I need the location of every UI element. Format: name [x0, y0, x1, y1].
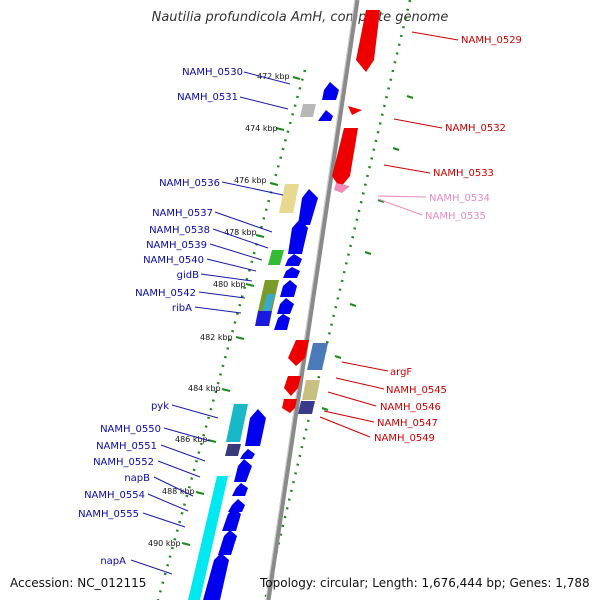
gene-label-left: NAMH_0536 — [159, 178, 220, 189]
kbp-label: 484 kbp — [188, 384, 221, 393]
right-leader-lines — [319, 31, 459, 438]
gene-label-right: NAMH_0532 — [445, 123, 506, 134]
green-feature-block — [268, 250, 284, 265]
gene-label-left: NAMH_0531 — [177, 92, 238, 103]
gene-label-left: NAMH_0554 — [84, 490, 145, 501]
gene-label-right: NAMH_0533 — [433, 168, 494, 179]
gene-arrow-napA — [203, 553, 229, 600]
gene-label-right: NAMH_0546 — [380, 402, 441, 413]
steelblue-feature-block — [307, 343, 328, 370]
gene-label-left: gidB — [177, 270, 199, 281]
gene-label-right: NAMH_0545 — [386, 385, 447, 396]
outer-right-tick-row — [263, 0, 412, 600]
kbp-label: 482 kbp — [200, 333, 233, 342]
gene-label-right: NAMH_0547 — [377, 418, 438, 429]
kbp-label: 474 kbp — [245, 124, 278, 133]
genome-summary-text: Topology: circular; Length: 1,676,444 bp… — [260, 576, 590, 590]
gene-label-left: NAMH_0550 — [100, 424, 161, 435]
gene-label-left: NAMH_0537 — [152, 208, 213, 219]
kbp-label: 476 kbp — [234, 176, 267, 185]
gene-label-right: NAMH_0534 — [429, 193, 490, 204]
gene-arrow-NAMH_0536 — [298, 189, 318, 225]
accession-text: Accession: NC_012115 — [10, 576, 147, 590]
kbp-label: 480 kbp — [213, 280, 246, 289]
gene-arrow-NAMH_0550 — [240, 449, 255, 459]
gene-arrow-NAMH_0534 — [334, 183, 350, 193]
kbp-label: 490 kbp — [148, 539, 181, 548]
gene-arrow-NAMH_0538 — [285, 254, 302, 266]
gene-label-left: NAMH_0530 — [182, 67, 243, 78]
indigo-feature-block — [225, 444, 241, 456]
gene-label-right: NAMH_0549 — [374, 433, 435, 444]
gene-label-left: NAMH_0551 — [96, 441, 157, 452]
purple-feature-block — [298, 401, 315, 414]
outer-left-tick-row — [156, 69, 307, 600]
gene-arrow-NAMH_0555 — [218, 530, 237, 555]
gene-arrow-napB — [228, 499, 245, 512]
kbp-label: 488 kbp — [162, 487, 195, 496]
blue-feature-block — [255, 311, 272, 326]
gene-label-left: NAMH_0540 — [143, 255, 204, 266]
gene-label-left: napA — [100, 556, 126, 567]
gene-arrow-NAMH_0554 — [222, 508, 241, 531]
gene-arrow-NAMH_0531 — [318, 110, 333, 121]
gene-label-right: argF — [390, 367, 412, 378]
gray-feature-block — [300, 104, 316, 117]
gene-arrow-NAMH_0547 — [282, 399, 297, 413]
gene-label-left: ribA — [172, 303, 192, 314]
gene-arrow-NAMH_0537 — [288, 219, 308, 254]
gene-label-left: napB — [124, 473, 150, 484]
tan-feature-block — [279, 184, 299, 213]
cyan-feature-block — [226, 404, 248, 442]
gene-label-left: NAMH_0538 — [149, 225, 210, 236]
gene-arrow-pyk — [245, 409, 266, 446]
gene-arrow-NAMH_0539 — [283, 267, 300, 278]
gene-arrow-NAMH_0546 — [284, 376, 301, 396]
gene-label-right: NAMH_0529 — [461, 35, 522, 46]
khaki-feature-block — [302, 380, 320, 400]
gene-arrow-argF — [288, 340, 309, 366]
gene-arrow-NAMH_0530 — [322, 82, 339, 100]
gene-label-left: NAMH_0539 — [146, 240, 207, 251]
kbp-label: 472 kbp — [257, 72, 290, 81]
gene-label-left: NAMH_0542 — [135, 288, 196, 299]
cyan-long-feature — [188, 476, 228, 600]
kbp-label: 486 kbp — [175, 435, 208, 444]
gene-arrow-gidB — [277, 298, 294, 314]
gene-label-left: pyk — [151, 401, 169, 412]
kbp-label: 478 kbp — [224, 228, 257, 237]
gene-arrow-NAMH_0532 — [348, 106, 362, 115]
gene-label-left: NAMH_0555 — [78, 509, 139, 520]
kbp-tick-marks — [181, 76, 414, 546]
gene-label-right: NAMH_0535 — [425, 211, 486, 222]
genome-backbone-highlight — [265, 0, 356, 600]
pseudo-leader-lines — [377, 195, 427, 216]
genome-backbone — [265, 0, 360, 600]
gene-label-left: NAMH_0552 — [93, 457, 154, 468]
gene-arrow-NAMH_0540 — [280, 280, 297, 297]
gene-arrow-NAMH_0551 — [234, 459, 252, 482]
gene-arrow-NAMH_0542 — [274, 314, 290, 330]
gene-arrow-NAMH_0529 — [356, 10, 380, 72]
left-leader-lines — [130, 71, 291, 575]
gene-arrow-NAMH_0533 — [332, 128, 358, 188]
teal-feature-block — [262, 294, 275, 312]
gene-arrow-NAMH_0552 — [232, 483, 248, 496]
